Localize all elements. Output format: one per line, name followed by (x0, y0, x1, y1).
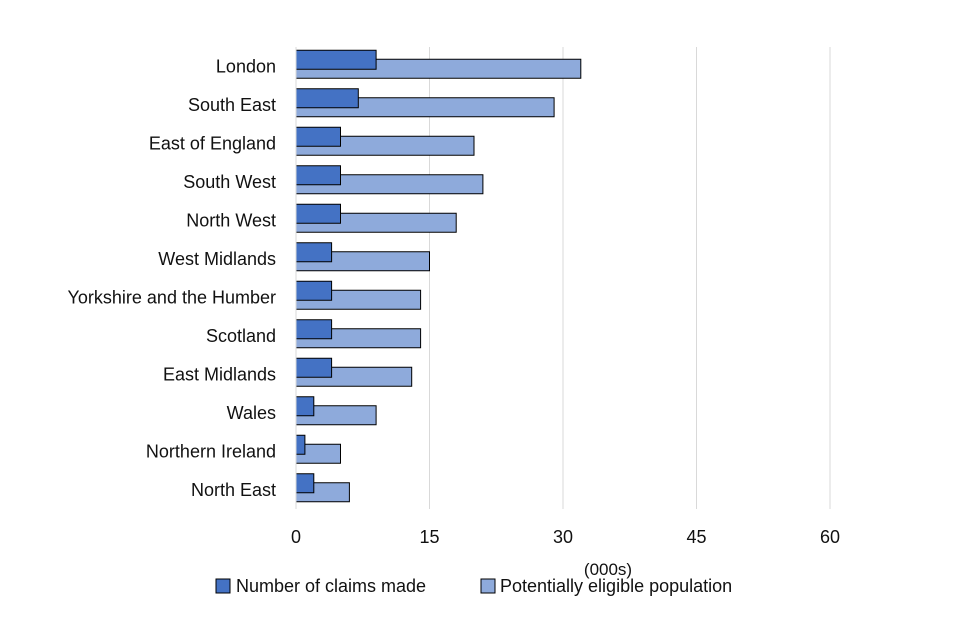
category-labels: London South East East of England South Wes… (68, 56, 276, 500)
legend-swatch (215, 578, 231, 594)
bar-claims-made (295, 396, 315, 417)
legend-swatch (480, 578, 496, 594)
bar-claims-made (295, 319, 333, 340)
bar-claims-made (295, 242, 333, 263)
x-tick-label: 15 (419, 527, 439, 547)
x-tick-label: 45 (686, 527, 706, 547)
category-label: South East (188, 95, 276, 115)
category-label: East Midlands (163, 364, 276, 384)
bars (295, 49, 582, 503)
legend-label: Potentially eligible population (500, 576, 732, 596)
category-label: London (216, 56, 276, 76)
category-label: Yorkshire and the Humber (68, 287, 276, 307)
legend: Number of claims made Potentially eligibl… (215, 576, 732, 596)
x-axis-label: (000s) (584, 560, 632, 579)
bar-claims-made (295, 165, 341, 186)
category-label: Wales (227, 403, 276, 423)
bar-claims-made (295, 88, 359, 109)
bar-claims-made (295, 126, 341, 147)
bar-claims-made (295, 473, 315, 494)
legend-label: Number of claims made (236, 576, 426, 596)
x-tick-label: 30 (553, 527, 573, 547)
x-tick-label: 60 (820, 527, 840, 547)
category-label: South West (183, 172, 276, 192)
bar-claims-made (295, 357, 333, 378)
bar-claims-made (295, 434, 306, 455)
category-label: Northern Ireland (146, 441, 276, 461)
x-tick-labels: 0 15 30 45 60 (291, 527, 840, 547)
bar-claims-made (295, 203, 341, 224)
gridlines (429, 47, 831, 509)
category-label: North East (191, 480, 276, 500)
category-label: North West (186, 210, 276, 230)
category-label: Scotland (206, 326, 276, 346)
category-label: West Midlands (158, 249, 276, 269)
bar-claims-made (295, 49, 377, 70)
category-label: East of England (149, 133, 276, 153)
x-tick-label: 0 (291, 527, 301, 547)
bar-claims-made (295, 280, 333, 301)
